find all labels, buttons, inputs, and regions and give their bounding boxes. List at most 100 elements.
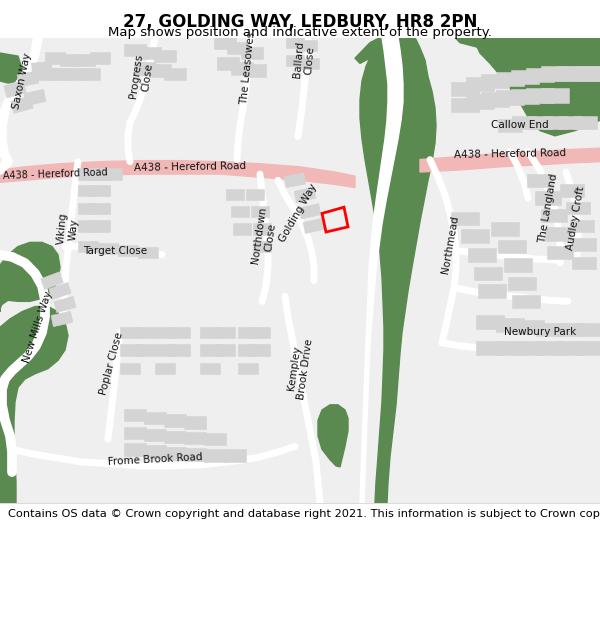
Bar <box>528 116 552 129</box>
Bar <box>118 245 138 256</box>
Bar <box>576 322 600 336</box>
Bar <box>120 344 140 356</box>
Bar <box>124 426 146 439</box>
Text: Audley Croft: Audley Croft <box>565 186 587 251</box>
Bar <box>535 191 561 204</box>
Bar <box>155 327 175 338</box>
Bar <box>139 47 161 59</box>
Polygon shape <box>0 53 22 83</box>
Bar <box>149 64 171 77</box>
Text: Frome Brook Road: Frome Brook Road <box>107 452 203 467</box>
Bar <box>508 277 536 291</box>
Bar <box>120 327 140 338</box>
Bar <box>164 431 186 443</box>
Bar <box>498 240 526 253</box>
Bar <box>164 68 186 80</box>
Text: Map shows position and indicative extent of the property.: Map shows position and indicative extent… <box>108 26 492 39</box>
Text: Callow End: Callow End <box>491 121 549 131</box>
Bar <box>466 94 494 109</box>
Bar <box>496 318 524 332</box>
Bar <box>144 429 166 441</box>
Text: Northmead: Northmead <box>440 214 460 274</box>
Bar <box>498 119 522 132</box>
Bar <box>204 449 226 462</box>
Bar <box>200 363 220 374</box>
Bar <box>54 296 76 312</box>
Bar <box>231 206 249 217</box>
Bar <box>481 92 509 107</box>
Bar <box>78 202 98 214</box>
Bar <box>144 412 166 424</box>
Bar <box>75 54 95 66</box>
Bar <box>200 327 220 338</box>
Text: Viking
Way: Viking Way <box>56 212 80 246</box>
Polygon shape <box>475 38 600 136</box>
Bar <box>90 185 110 196</box>
Bar <box>556 322 584 336</box>
Bar <box>155 363 175 374</box>
Bar <box>155 344 175 356</box>
Bar <box>496 72 524 86</box>
Text: Newbury Park: Newbury Park <box>504 328 576 338</box>
Bar <box>584 66 600 81</box>
Bar <box>250 327 270 338</box>
Polygon shape <box>0 242 60 312</box>
Text: The Langland: The Langland <box>537 173 559 244</box>
Bar <box>451 98 479 112</box>
Bar <box>24 89 46 106</box>
Bar <box>215 344 235 356</box>
Bar <box>478 284 506 298</box>
Bar <box>576 341 600 354</box>
Bar <box>572 238 596 251</box>
Polygon shape <box>355 38 383 63</box>
Bar <box>511 69 539 84</box>
Bar <box>80 68 100 80</box>
Bar <box>536 322 564 336</box>
Bar <box>78 220 98 231</box>
Bar <box>299 204 321 219</box>
Bar <box>511 89 539 104</box>
Bar <box>253 223 271 234</box>
Bar <box>124 44 146 56</box>
Text: Progress
Close: Progress Close <box>128 53 156 101</box>
Bar <box>224 449 246 462</box>
Bar <box>451 82 479 96</box>
Bar <box>17 71 39 87</box>
Bar <box>60 54 80 66</box>
Bar <box>238 363 258 374</box>
Bar <box>571 66 599 81</box>
Bar <box>226 189 244 201</box>
Text: New Mills Way: New Mills Way <box>22 290 54 364</box>
Bar <box>246 189 264 201</box>
Bar <box>286 37 304 48</box>
Bar <box>496 90 524 105</box>
Polygon shape <box>455 38 600 60</box>
Bar <box>238 327 258 338</box>
Bar <box>217 57 239 69</box>
Bar <box>241 47 263 59</box>
Polygon shape <box>360 38 403 503</box>
Bar <box>164 448 186 459</box>
Bar <box>572 257 596 269</box>
Bar <box>560 184 584 197</box>
Bar <box>204 432 226 445</box>
Bar <box>481 74 509 88</box>
Bar <box>124 443 146 456</box>
Bar <box>294 187 316 202</box>
Bar <box>526 68 554 82</box>
Bar <box>78 241 98 252</box>
Text: A438 - Hereford Road: A438 - Hereford Road <box>134 161 246 173</box>
Bar <box>90 168 110 180</box>
Bar <box>78 185 98 196</box>
Bar <box>543 116 567 129</box>
Bar <box>238 344 258 356</box>
Bar <box>516 321 544 334</box>
Bar <box>144 445 166 458</box>
Bar <box>476 316 504 329</box>
Bar <box>244 64 266 77</box>
Bar <box>214 36 236 49</box>
Text: Saxon Way: Saxon Way <box>11 52 33 110</box>
Bar <box>184 432 206 444</box>
Polygon shape <box>490 38 600 102</box>
Bar <box>516 341 544 354</box>
